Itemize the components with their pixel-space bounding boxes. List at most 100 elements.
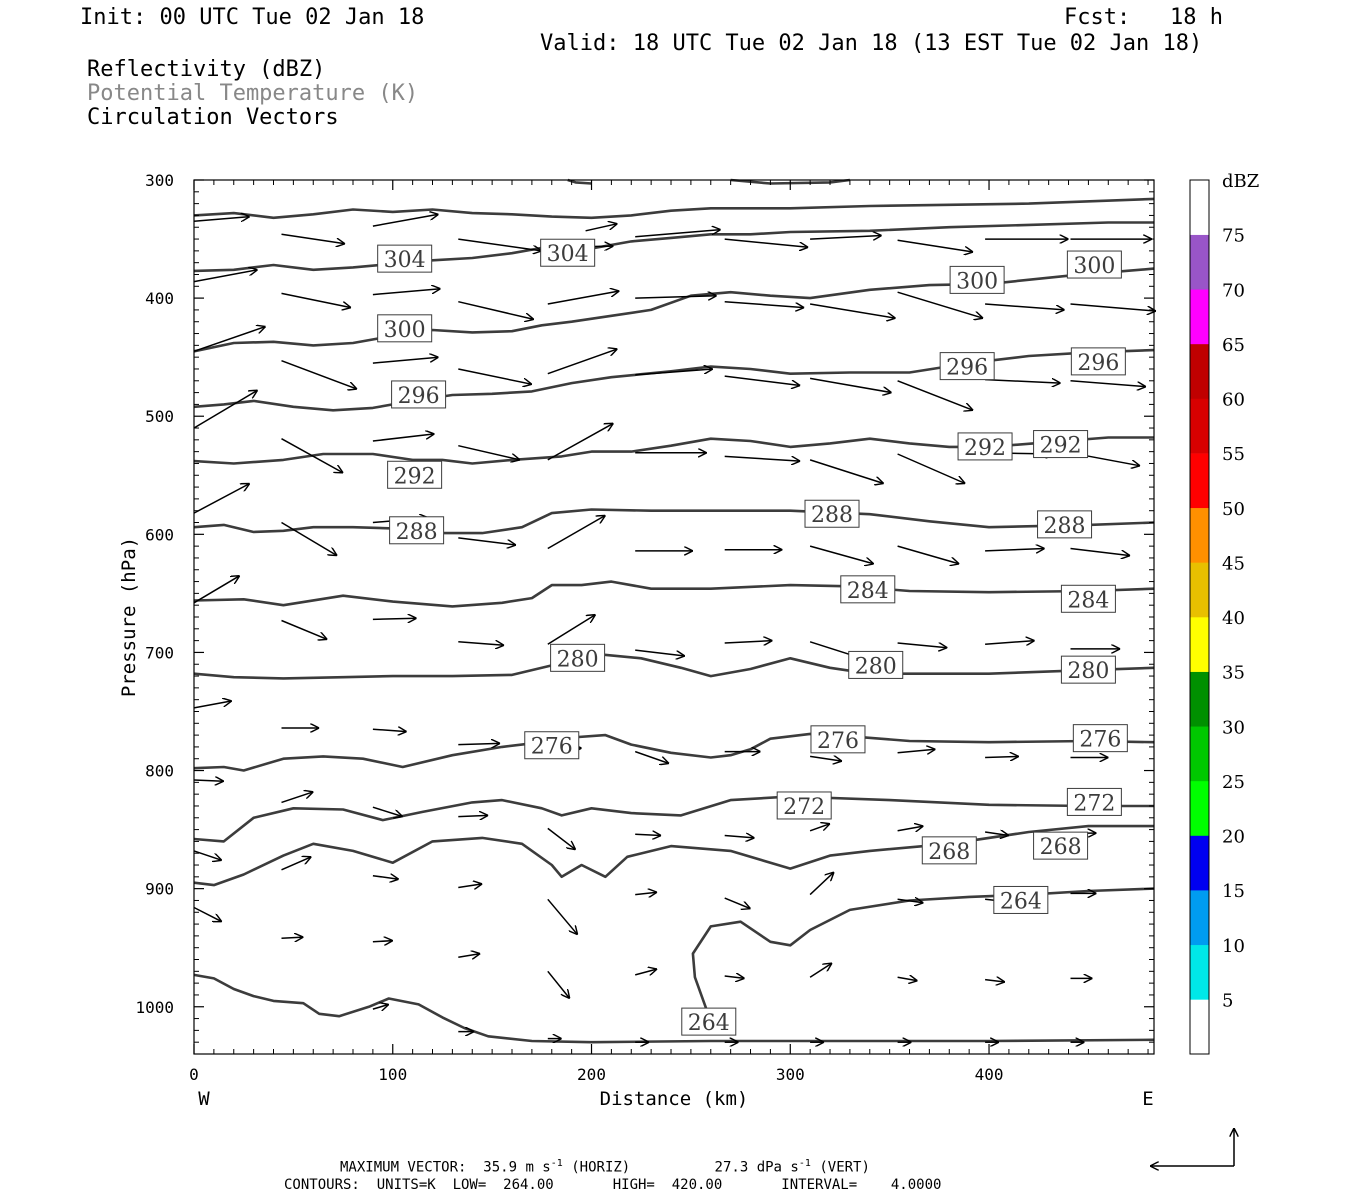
contour-label-box bbox=[391, 380, 447, 409]
circulation-vector bbox=[724, 976, 745, 978]
circulation-vector bbox=[897, 749, 936, 753]
contour-label: 296 bbox=[946, 356, 988, 381]
y-tick-label: 1000 bbox=[135, 998, 174, 1017]
colorbar-frame bbox=[1189, 179, 1210, 1055]
circulation-vector bbox=[547, 970, 570, 998]
circulation-vector bbox=[281, 521, 338, 556]
circulation-vector bbox=[193, 270, 258, 283]
circulation-vector bbox=[1070, 547, 1131, 556]
circulation-vector bbox=[193, 701, 232, 709]
circulation-vector bbox=[897, 826, 924, 831]
circulation-vector bbox=[809, 872, 834, 896]
contour-label: 276 bbox=[531, 735, 573, 760]
contour-label: 268 bbox=[1040, 835, 1082, 860]
contour-labels: 264 264 268 268 272 272 276 276 276 280 280 280 284 2… bbox=[377, 238, 1128, 1036]
y-tick-label: 800 bbox=[145, 762, 174, 781]
reference-vector-icon bbox=[1150, 1128, 1234, 1166]
circulation-vector bbox=[897, 642, 948, 648]
circulation-vector bbox=[193, 327, 266, 353]
colorbar-level-label: 55 bbox=[1222, 444, 1245, 465]
contour-label: 272 bbox=[783, 795, 825, 820]
circulation-vector bbox=[809, 824, 830, 832]
y-tick-label: 600 bbox=[145, 525, 174, 544]
colorbar-unit-label: dBZ bbox=[1222, 171, 1259, 192]
valid-time: Valid: 18 UTC Tue 02 Jan 18 (13 EST Tue … bbox=[540, 31, 1203, 56]
circulation-vector bbox=[281, 792, 314, 804]
plot-frame bbox=[193, 179, 1155, 1055]
contour-label-box bbox=[1033, 831, 1089, 860]
colorbar-swatch bbox=[1190, 726, 1209, 782]
contour-line-288 bbox=[193, 508, 1155, 535]
colorbar-swatch bbox=[1190, 180, 1209, 235]
circulation-vector bbox=[724, 300, 805, 308]
colorbar-level-label: 15 bbox=[1222, 881, 1245, 902]
contour-line-296 bbox=[193, 348, 1155, 412]
contour-line-308 bbox=[193, 197, 1155, 220]
contour-label-box bbox=[840, 575, 896, 604]
contour-label-box bbox=[1060, 655, 1116, 684]
circulation-vector bbox=[458, 815, 488, 816]
west-label: W bbox=[198, 1088, 210, 1110]
circulation-vector bbox=[458, 238, 542, 251]
contour-label-box bbox=[1060, 584, 1116, 613]
circulation-vector bbox=[281, 937, 304, 938]
colorbar-level-label: 45 bbox=[1222, 553, 1245, 574]
circulation-vector bbox=[458, 368, 532, 384]
contour-label: 300 bbox=[384, 318, 426, 343]
contour-label: 280 bbox=[1067, 659, 1109, 684]
circulation-vector bbox=[372, 729, 407, 731]
circulation-vector bbox=[810, 236, 882, 240]
circulation-vector bbox=[809, 963, 832, 978]
max-vert-tag: (VERT) bbox=[819, 1159, 870, 1176]
circulation-vector bbox=[984, 832, 1009, 836]
circulation-vector bbox=[985, 380, 1061, 384]
east-label: E bbox=[1142, 1088, 1153, 1110]
circulation-vector bbox=[897, 977, 918, 981]
circulation-vector bbox=[985, 641, 1035, 645]
circulation-vector bbox=[281, 292, 352, 307]
contour-line-272 bbox=[193, 795, 1154, 843]
colorbar-swatch bbox=[1190, 944, 1209, 1000]
contour-label: 300 bbox=[1073, 254, 1115, 279]
x-tick-label: 100 bbox=[378, 1065, 407, 1084]
circulation-vector bbox=[809, 756, 842, 761]
circulation-vector bbox=[809, 303, 896, 318]
contour-label-box bbox=[1066, 250, 1122, 279]
max-horiz-value: 35.9 bbox=[483, 1159, 518, 1176]
circulation-vector bbox=[547, 349, 618, 375]
contour-label-box bbox=[1066, 787, 1122, 816]
contour-line-304 bbox=[193, 221, 1154, 273]
max-horiz-exp: -1 bbox=[550, 1158, 563, 1169]
circulation-vector bbox=[193, 217, 250, 223]
contour-line-280 bbox=[193, 652, 1155, 680]
circulation-vector bbox=[897, 239, 974, 252]
circulation-vector bbox=[635, 834, 661, 835]
x-tick-label: 300 bbox=[776, 1065, 805, 1084]
circulation-vector bbox=[372, 357, 439, 364]
contour-label: 280 bbox=[557, 647, 599, 672]
contour-label-box bbox=[804, 499, 860, 528]
colorbar-level-label: 20 bbox=[1222, 827, 1245, 848]
x-axis-label: Distance (km) bbox=[600, 1088, 749, 1110]
contour-label: 300 bbox=[956, 269, 998, 294]
contour-label-box bbox=[1033, 430, 1089, 459]
colorbar-swatch bbox=[1190, 453, 1209, 509]
contour-label-box bbox=[810, 725, 866, 754]
contour-line-300 bbox=[193, 267, 1155, 353]
max-horiz-unit: m s bbox=[525, 1159, 551, 1176]
circulation-vector bbox=[809, 377, 892, 392]
colorbar-level-label: 35 bbox=[1222, 663, 1245, 684]
circulation-vector bbox=[985, 549, 1045, 551]
y-tick-label: 700 bbox=[145, 643, 174, 662]
field-theta-label: Potential Temperature (K) bbox=[87, 81, 419, 106]
circulation-vector bbox=[547, 615, 596, 645]
colorbar-level-label: 65 bbox=[1222, 335, 1245, 356]
max-horiz-tag: (HORIZ) bbox=[571, 1159, 631, 1176]
contour-label-box bbox=[921, 836, 977, 865]
contour-label: 292 bbox=[394, 464, 436, 489]
colorbar-swatch bbox=[1190, 835, 1209, 891]
circulation-vector bbox=[635, 296, 717, 298]
axes: 300 400 500 600 700 800 900 1000 0 100 200 300 400 bbox=[135, 171, 1154, 1084]
contour-label-box bbox=[848, 650, 904, 679]
